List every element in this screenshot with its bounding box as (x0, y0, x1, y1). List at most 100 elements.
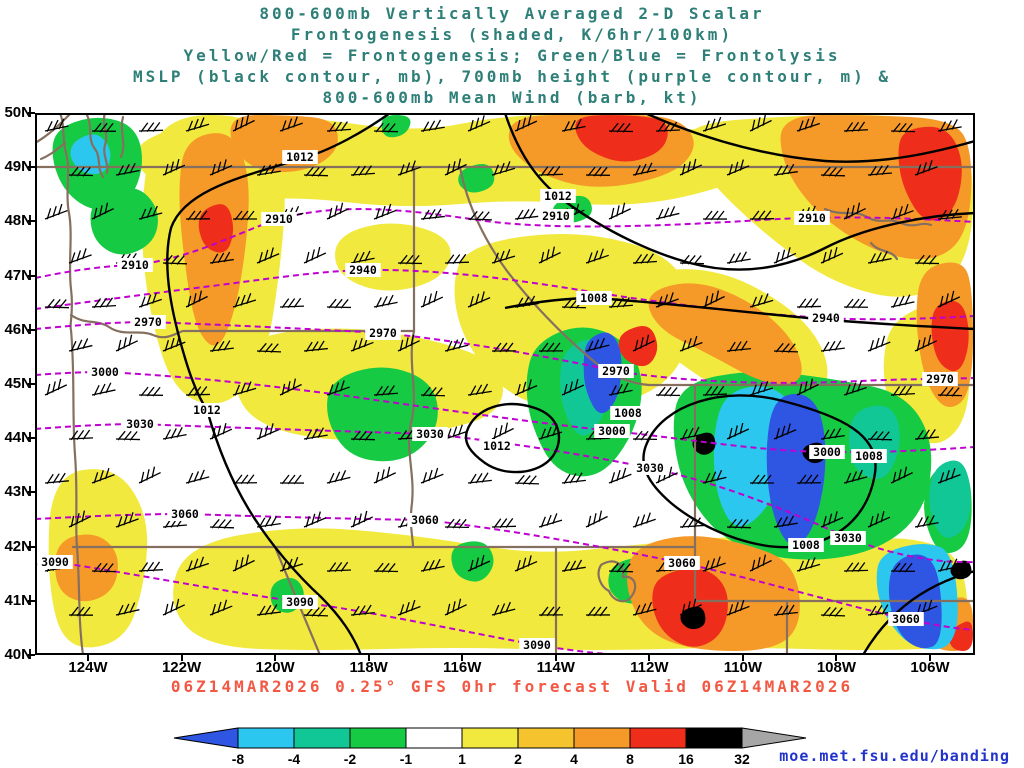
wind-barb (420, 208, 445, 221)
wind-barb (350, 604, 375, 617)
height-label: 3000 (598, 424, 626, 438)
wind-barb (655, 386, 681, 397)
wind-barb (185, 117, 210, 132)
shading-red (652, 568, 728, 647)
mslp-label-box (610, 406, 646, 420)
wind-barb (373, 294, 398, 308)
wind-barb (279, 116, 303, 132)
wind-barb (491, 249, 516, 264)
wind-barb (256, 163, 281, 176)
lat-tick (28, 491, 35, 494)
wind-barb (350, 335, 374, 352)
wind-barb (679, 254, 705, 265)
wind-barb (773, 423, 797, 440)
wind-barb (890, 122, 916, 133)
wind-barb (632, 253, 657, 265)
lat-label: 49N (4, 158, 32, 176)
wind-barb (655, 206, 680, 220)
wind-barb (796, 116, 821, 132)
wind-barb (115, 512, 139, 528)
lon-label: 122W (161, 659, 202, 676)
shading-teal (929, 460, 971, 538)
height-label-box (830, 531, 866, 545)
colorbar-tick-label: -8 (231, 751, 245, 767)
height-label: 2970 (926, 372, 954, 386)
wind-barb (256, 423, 280, 440)
wind-barb (138, 122, 164, 133)
mslp-label: 1012 (193, 403, 221, 417)
wind-barb (491, 161, 516, 176)
wind-barb (467, 210, 493, 221)
height-label-box (922, 372, 958, 386)
wind-barb (444, 424, 468, 440)
wind-barb (185, 210, 211, 221)
wind-barb (326, 470, 351, 484)
wind-barb (702, 385, 728, 397)
wind-barb (655, 561, 680, 573)
colorbar-cell (237, 727, 295, 749)
wind-barb (467, 472, 492, 485)
title-line-4: MSLP (black contour, mb), 700mb height (… (133, 67, 891, 86)
wind-barb (702, 116, 727, 132)
height-contour (35, 370, 975, 454)
lon-label: 120W (255, 659, 295, 676)
height-label-box (664, 556, 700, 570)
wind-barb (467, 115, 491, 132)
wind-barb (350, 250, 375, 264)
wind-barb (679, 335, 703, 352)
wind-barb (44, 203, 68, 220)
wind-barb (773, 515, 798, 528)
height-label-box (632, 461, 668, 475)
wind-barb (185, 290, 208, 308)
wind-barb (420, 386, 446, 397)
wind-barb (68, 429, 94, 441)
wind-barb (655, 292, 679, 308)
wind-barb (185, 386, 211, 397)
mslp-label: 1008 (792, 538, 820, 552)
wind-barb (632, 334, 655, 352)
wind-barb (561, 472, 586, 485)
wind-barb (750, 474, 774, 485)
wind-barb (702, 210, 728, 221)
height-label-box (412, 427, 448, 441)
lon-tick (648, 655, 651, 661)
lon-label: 118W (349, 659, 388, 676)
lat-tick (28, 545, 35, 548)
height-label: 3030 (416, 427, 444, 441)
wind-barb (820, 246, 844, 264)
title-line-2: Frontogenesis (shaded, K/6hr/100km) (290, 25, 734, 44)
wind-barb (937, 467, 961, 484)
wind-barb (115, 162, 140, 176)
wind-barb (279, 556, 304, 572)
wind-barb (467, 554, 491, 572)
wind-barb (303, 340, 328, 353)
wind-barb (796, 378, 819, 396)
height-label-box (345, 263, 381, 277)
wind-barb (608, 202, 631, 220)
colorbar-arrow-left (173, 727, 239, 749)
wind-barb (115, 430, 141, 441)
wind-barb (796, 298, 822, 309)
wind-barb (608, 382, 633, 396)
wind-barb (726, 518, 752, 529)
colorbar-cell (293, 727, 351, 749)
height-label-box (130, 315, 166, 329)
wind-barb (514, 474, 540, 485)
wind-barb (91, 562, 117, 573)
map-canvas: 2910 2910 2910 2910 2940 2940 2970 2970 2970 2970… (35, 113, 975, 655)
height-label-box (809, 445, 845, 459)
wind-barb (890, 294, 915, 308)
wind-barb (467, 383, 492, 397)
wind-barb (702, 290, 725, 308)
wind-barb (679, 158, 703, 176)
wind-barb (679, 598, 702, 616)
lat-label: 43N (4, 483, 32, 501)
forecast-caption: 06Z14MAR2026 0.25° GFS 0hr forecast Vali… (170, 677, 854, 696)
wind-barb (749, 554, 772, 572)
lat-label: 48N (4, 212, 32, 230)
shading-blue (766, 393, 826, 545)
wind-barb (467, 291, 491, 308)
wind-barb (256, 247, 280, 264)
wind-barb (890, 466, 913, 484)
lat-tick (28, 166, 35, 169)
